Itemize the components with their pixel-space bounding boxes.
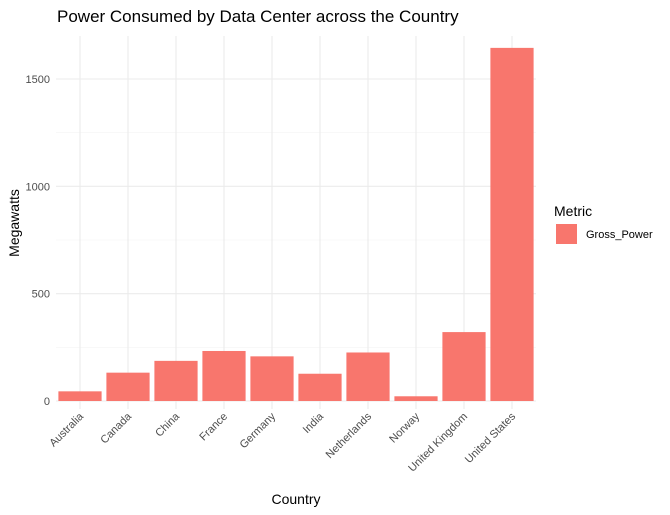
x-tick-label: China bbox=[153, 410, 182, 439]
x-axis-title: Country bbox=[271, 491, 320, 507]
bar bbox=[346, 352, 390, 401]
bar bbox=[202, 350, 246, 401]
bar bbox=[58, 391, 102, 401]
legend-swatch bbox=[556, 224, 577, 244]
y-tick-labels: 0 500 1000 1500 bbox=[26, 74, 50, 408]
bar bbox=[298, 373, 342, 401]
x-tick-labels: Australia Canada China France Germany IndiaNe… bbox=[47, 410, 518, 474]
bar bbox=[250, 356, 294, 401]
y-tick-label: 1500 bbox=[26, 74, 50, 86]
x-tick-label: France bbox=[197, 411, 230, 444]
bar bbox=[106, 372, 150, 401]
y-axis-title: Megawatts bbox=[6, 189, 22, 257]
x-tick-label: Netherlands bbox=[324, 410, 375, 461]
bar bbox=[490, 47, 534, 402]
x-tick-label: United States bbox=[463, 410, 519, 466]
chart-title: Power Consumed by Data Center across the… bbox=[57, 7, 459, 26]
legend: Metric Gross_Power bbox=[554, 203, 653, 244]
y-tick-label: 1000 bbox=[26, 181, 50, 193]
x-tick-label: India bbox=[301, 410, 327, 436]
legend-label: Gross_Power bbox=[586, 229, 653, 241]
bar bbox=[442, 332, 486, 401]
bar bbox=[394, 396, 438, 401]
x-tick-label: Norway bbox=[387, 410, 422, 445]
x-tick-label: Germany bbox=[238, 410, 279, 451]
bars bbox=[58, 47, 534, 402]
x-tick-label: Australia bbox=[47, 410, 86, 449]
legend-title: Metric bbox=[554, 203, 592, 219]
y-tick-label: 0 bbox=[44, 396, 50, 408]
x-tick-label: Canada bbox=[98, 410, 134, 446]
bar bbox=[154, 360, 198, 401]
y-tick-label: 500 bbox=[32, 289, 50, 301]
